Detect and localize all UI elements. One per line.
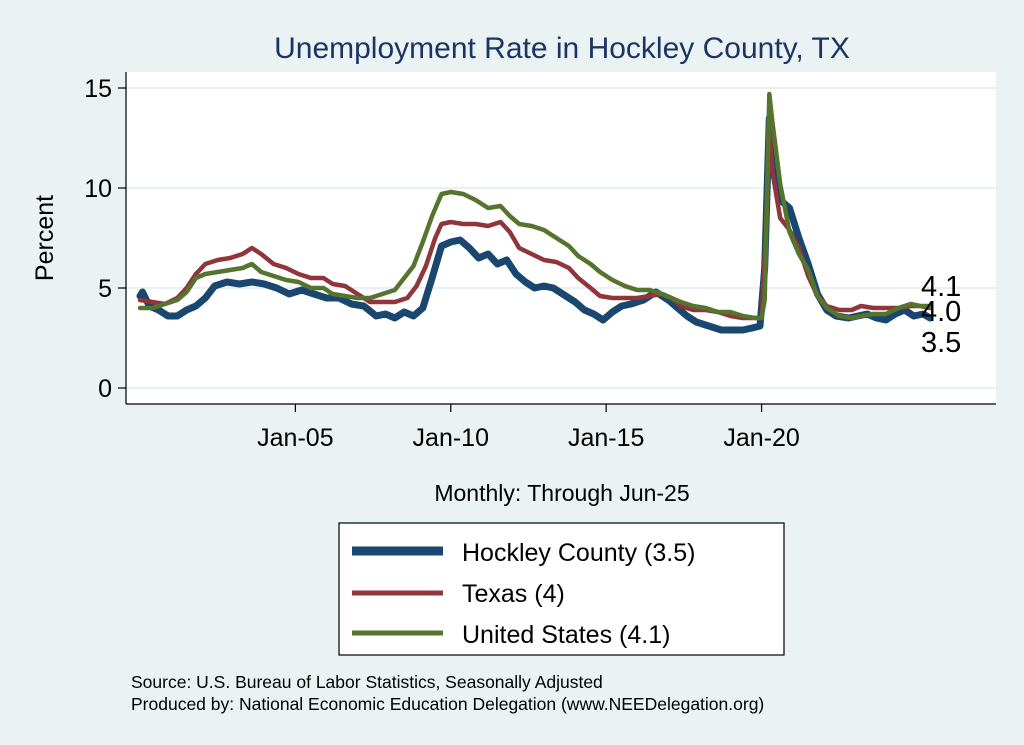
y-tick-label: 5 [98,275,112,303]
x-tick-label: Jan-15 [568,424,644,452]
series-line-us [137,91,933,321]
axis-layer [125,72,996,405]
legend-label-texas: Texas (4) [462,580,565,608]
x-tick-label: Jan-20 [723,424,799,452]
legend: Hockley County (3.5) Texas (4) United St… [338,522,785,656]
x-tick-label: Jan-05 [257,424,333,452]
x-tick-label: Jan-10 [413,424,489,452]
end-label-us: 4.1 [921,271,961,303]
y-tick-label: 10 [84,175,112,203]
series-line-hockley [136,114,934,334]
end-label-layer: 4.14.03.5 [921,271,961,359]
y-tick-label: 15 [84,75,112,103]
producer-note: Produced by: National Economic Education… [131,694,764,714]
tick-layer: 0 5 10 15 Jan-05 Jan-10 Jan-15 Jan-20 [84,75,800,452]
legend-label-us: United States (4.1) [462,621,670,649]
y-tick-label: 0 [98,375,112,403]
y-axis-label: Percent [31,195,59,281]
end-label-texas: 4.0 [921,296,961,328]
source-note: Source: U.S. Bureau of Labor Statistics,… [131,672,603,692]
series-layer [136,91,934,334]
legend-label-hockley: Hockley County (3.5) [462,539,695,567]
chart-title: Unemployment Rate in Hockley County, TX [274,32,850,65]
end-label-hockley: 3.5 [921,327,961,359]
x-axis-label: Monthly: Through Jun-25 [434,480,689,506]
plot-area [126,72,996,404]
